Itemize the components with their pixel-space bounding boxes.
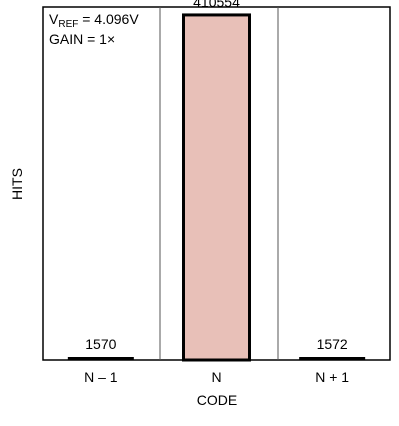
x-tick-label-1: N [211, 369, 221, 385]
x-tick-labels-group: N – 1 N N + 1 [84, 369, 349, 385]
bar-2 [299, 357, 366, 360]
data-label-0: 1570 [85, 336, 116, 352]
data-label-1: 410554 [193, 0, 240, 10]
bars-group [67, 13, 366, 362]
bar-0 [67, 357, 134, 360]
vref-annotation: VREF = 4.096V [49, 11, 139, 30]
data-labels-group: 1570 410554 1572 [85, 0, 348, 352]
bar-1 [182, 13, 251, 362]
data-label-2: 1572 [317, 336, 348, 352]
gain-annotation: GAIN = 1× [49, 31, 115, 47]
y-axis-label: HITS [9, 168, 25, 200]
x-axis-label: CODE [197, 392, 237, 408]
x-tick-label-2: N + 1 [315, 369, 349, 385]
x-tick-label-0: N – 1 [84, 369, 118, 385]
